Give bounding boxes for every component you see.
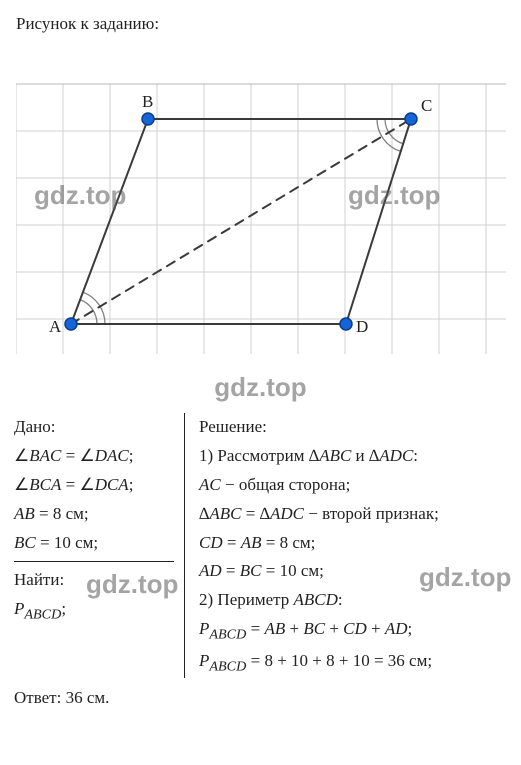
- solution-line: 2) Периметр ABCD:: [199, 586, 507, 615]
- solution-column: Решение: gdz.top 1) Рассмотрим ∆ABC и ∆A…: [184, 413, 507, 678]
- svg-text:gdz.top: gdz.top: [348, 180, 440, 210]
- given-line: BC = 10 см;: [14, 529, 174, 558]
- figure-title: Рисунок к заданию:: [16, 14, 507, 34]
- svg-text:C: C: [421, 96, 432, 115]
- solution-line: ∆ABC = ∆ADC − второй признак;: [199, 500, 507, 529]
- solution-line: AC − общая сторона;: [199, 471, 507, 500]
- solution-line: AD = BC = 10 см;: [199, 557, 507, 586]
- solution-line: CD = AB = 8 см;: [199, 529, 507, 558]
- solution-block: Дано: ∠BAC = ∠DAC;∠BCA = ∠DCA;AB = 8 см;…: [14, 413, 507, 678]
- divider-given-find: [14, 561, 174, 562]
- solution-heading: Решение:: [199, 413, 507, 442]
- find-heading: Найти:: [14, 570, 64, 589]
- figure: A B C Dgdz.top gdz.top: [16, 44, 506, 354]
- svg-text:D: D: [356, 317, 368, 336]
- svg-text:A: A: [49, 317, 62, 336]
- svg-text:gdz.top: gdz.top: [34, 180, 126, 210]
- find-value: PABCD;: [14, 595, 174, 626]
- given-column: Дано: ∠BAC = ∠DAC;∠BCA = ∠DCA;AB = 8 см;…: [14, 413, 184, 678]
- figure-svg: A B C Dgdz.top gdz.top: [16, 44, 506, 354]
- given-line: AB = 8 см;: [14, 500, 174, 529]
- watermark-center: gdz.top: [14, 372, 507, 403]
- given-line: ∠BCA = ∠DCA;: [14, 471, 174, 500]
- answer-line: Ответ: 36 см.: [14, 688, 507, 708]
- given-line: ∠BAC = ∠DAC;: [14, 442, 174, 471]
- given-heading: Дано:: [14, 413, 174, 442]
- solution-line: PABCD = AB + BC + CD + AD;: [199, 615, 507, 646]
- solution-line: PABCD = 8 + 10 + 8 + 10 = 36 см;: [199, 647, 507, 678]
- svg-text:B: B: [142, 92, 153, 111]
- solution-line: 1) Рассмотрим ∆ABC и ∆ADC:: [199, 442, 507, 471]
